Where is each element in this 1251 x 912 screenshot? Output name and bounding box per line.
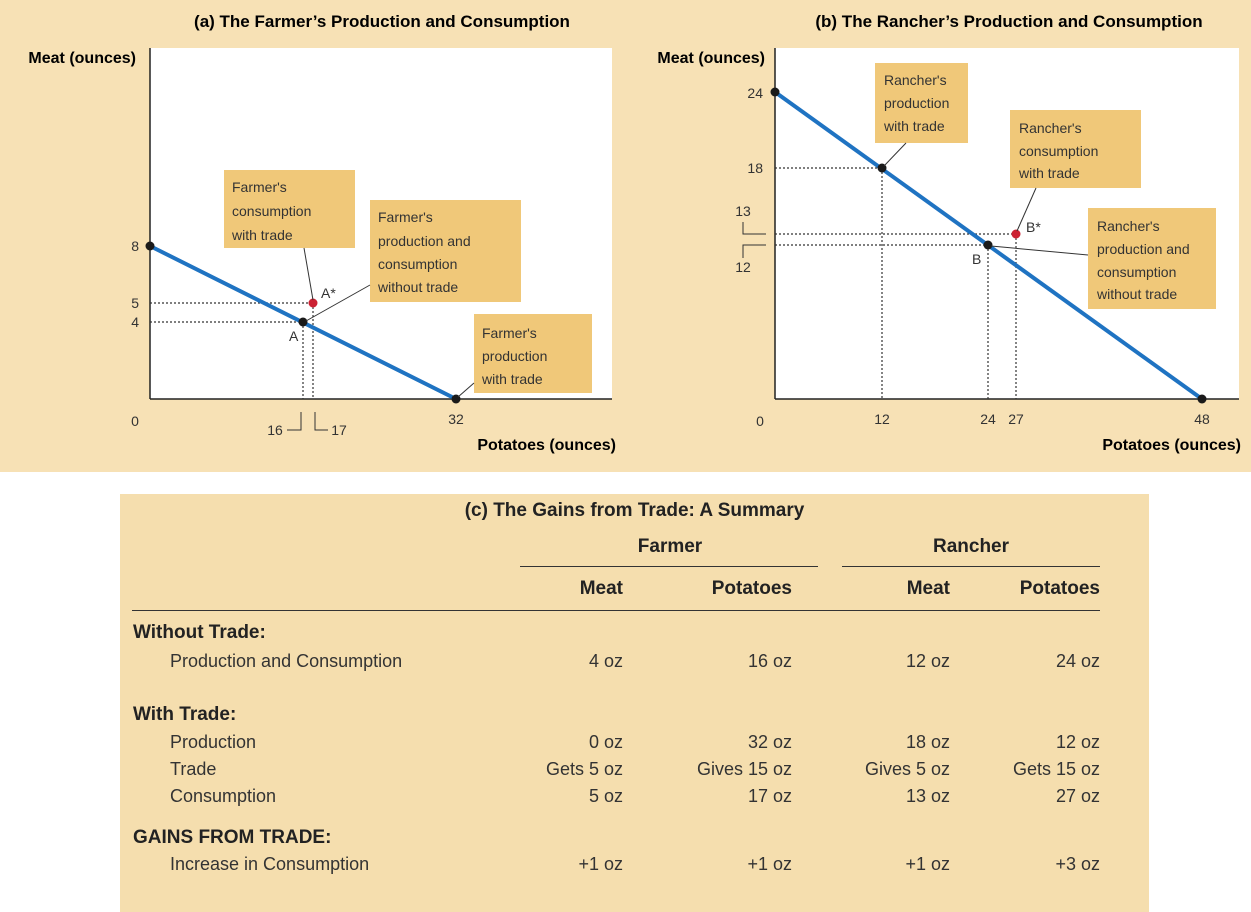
table-cell: 12 oz: [1055, 732, 1100, 752]
chart-b-xtick-0: 0: [756, 413, 764, 429]
chart-a-ytick-5: 5: [131, 295, 139, 311]
table-cell: 27 oz: [1055, 786, 1100, 806]
column-header: Potatoes: [1019, 578, 1100, 599]
chart-b-point-B: [983, 240, 993, 250]
chart-b-box-without-trade: [1088, 208, 1216, 309]
chart-a-point-8: [145, 241, 155, 251]
section-heading: Without Trade:: [133, 622, 266, 643]
chart-a-box-without-trade: [370, 200, 521, 302]
summary-table: (c) The Gains from Trade: A Summary Farm…: [120, 494, 1149, 912]
chart-a-box-consumption-text: Farmer's consumption with trade: [231, 179, 315, 243]
section-heading: GAINS FROM TRADE:: [133, 827, 332, 848]
table-cell: Gets 15 oz: [1012, 759, 1100, 779]
chart-a-bracket-16: [287, 412, 302, 431]
chart-b-label-B: B: [972, 251, 981, 267]
chart-b-box-consumption: [1010, 110, 1141, 188]
chart-a-label-A-star: A*: [321, 285, 336, 301]
chart-a-box-production: [474, 314, 592, 393]
row-label: Consumption: [170, 786, 277, 806]
chart-b-ytick-24: 24: [747, 85, 763, 101]
chart-a-ylabel: Meat (ounces): [28, 50, 136, 67]
chart-b-xtick-12: 12: [874, 411, 890, 427]
charts-figure: (a) The Farmer’s Production and Consumpt…: [28, 12, 1241, 454]
chart-b-point-24: [770, 87, 780, 97]
chart-b-xtick-48: 48: [1194, 411, 1210, 427]
chart-b-ytick-12: 12: [735, 259, 751, 275]
chart-a-leader-without-trade: [305, 284, 371, 322]
table-cell: +1 oz: [905, 854, 950, 874]
table-cell: 17 oz: [747, 786, 792, 806]
chart-a-xtick-16: 16: [267, 422, 283, 438]
table-cell: 4 oz: [588, 651, 623, 671]
header-rule: [132, 610, 1100, 611]
chart-b-leader-without-trade: [990, 245, 1089, 256]
table-cell: Gets 5 oz: [545, 759, 623, 779]
table-cell: +1 oz: [578, 854, 623, 874]
chart-a-box-consumption: [224, 170, 355, 248]
row-label: Production and Consumption: [170, 651, 403, 671]
table-cell: +3 oz: [1055, 854, 1100, 874]
chart-a-xtick-0: 0: [131, 413, 139, 429]
table-cell: 16 oz: [747, 651, 792, 671]
row-label: Production: [170, 732, 257, 752]
chart-b-box-production: [875, 63, 968, 143]
chart-b-ytick-18: 18: [747, 160, 763, 176]
chart-b-box-consumption-text: Rancher's consumption with trade: [1018, 120, 1102, 181]
table-cell: Gives 5 oz: [864, 759, 950, 779]
chart-b-title: (b) The Rancher’s Production and Consump…: [815, 12, 1202, 31]
chart-b-bracket-13: [742, 222, 766, 235]
chart-b-box-without-trade-text: Rancher's production and consumption wit…: [1096, 218, 1194, 302]
table-cell: 12 oz: [905, 651, 950, 671]
chart-a-point-A-star: [308, 298, 318, 308]
chart-b-ytick-13: 13: [735, 203, 751, 219]
column-header: Meat: [906, 578, 950, 599]
chart-a-xtick-17: 17: [331, 422, 347, 438]
chart-a-point-A: [298, 317, 308, 327]
chart-b-box-production-text: Rancher's production with trade: [883, 72, 953, 134]
table-cell: 32 oz: [747, 732, 792, 752]
chart-a-leader-consumption: [303, 247, 314, 301]
table-title: (c) The Gains from Trade: A Summary: [464, 500, 805, 521]
chart-b-leader-production: [883, 142, 907, 167]
chart-a-leader-production: [457, 382, 475, 398]
chart-a-ytick-4: 4: [131, 314, 139, 330]
chart-a-label-A: A: [289, 328, 299, 344]
column-header: Potatoes: [711, 578, 792, 599]
table-cell: 24 oz: [1055, 651, 1100, 671]
chart-a-title: (a) The Farmer’s Production and Consumpt…: [194, 12, 570, 31]
table-cell: 0 oz: [588, 732, 623, 752]
chart-a-bracket-17: [314, 412, 328, 431]
chart-b-label-B-star: B*: [1026, 219, 1041, 235]
row-label: Trade: [170, 759, 217, 779]
chart-b-xlabel: Potatoes (ounces): [1102, 437, 1241, 454]
group-rancher-rule: [842, 566, 1100, 567]
chart-b-point-B-star: [1011, 229, 1021, 239]
group-rancher: Rancher: [932, 536, 1010, 557]
chart-a-xtick-32: 32: [448, 411, 464, 427]
chart-a-xlabel: Potatoes (ounces): [477, 437, 616, 454]
chart-b-xtick-27: 27: [1008, 411, 1024, 427]
chart-a-ytick-8: 8: [131, 238, 139, 254]
section-heading: With Trade:: [133, 704, 237, 725]
table-cell: 13 oz: [905, 786, 950, 806]
table-cell: 18 oz: [905, 732, 950, 752]
row-label: Increase in Consumption: [170, 854, 370, 874]
table-cell: +1 oz: [747, 854, 792, 874]
chart-a-box-production-text: Farmer's production with trade: [481, 325, 551, 387]
chart-b-leader-consumption: [1016, 187, 1037, 232]
chart-b-xtick-24: 24: [980, 411, 996, 427]
chart-b-ylabel: Meat (ounces): [657, 50, 765, 67]
group-farmer: Farmer: [637, 536, 703, 557]
table-cell: 5 oz: [588, 786, 623, 806]
chart-b-bracket-12: [742, 244, 766, 258]
table-cell: Gives 15 oz: [696, 759, 792, 779]
chart-a-box-without-trade-text: Farmer's production and consumption with…: [377, 209, 475, 295]
group-farmer-rule: [520, 566, 818, 567]
chart-b-point-48: [1197, 394, 1207, 404]
column-header: Meat: [579, 578, 623, 599]
